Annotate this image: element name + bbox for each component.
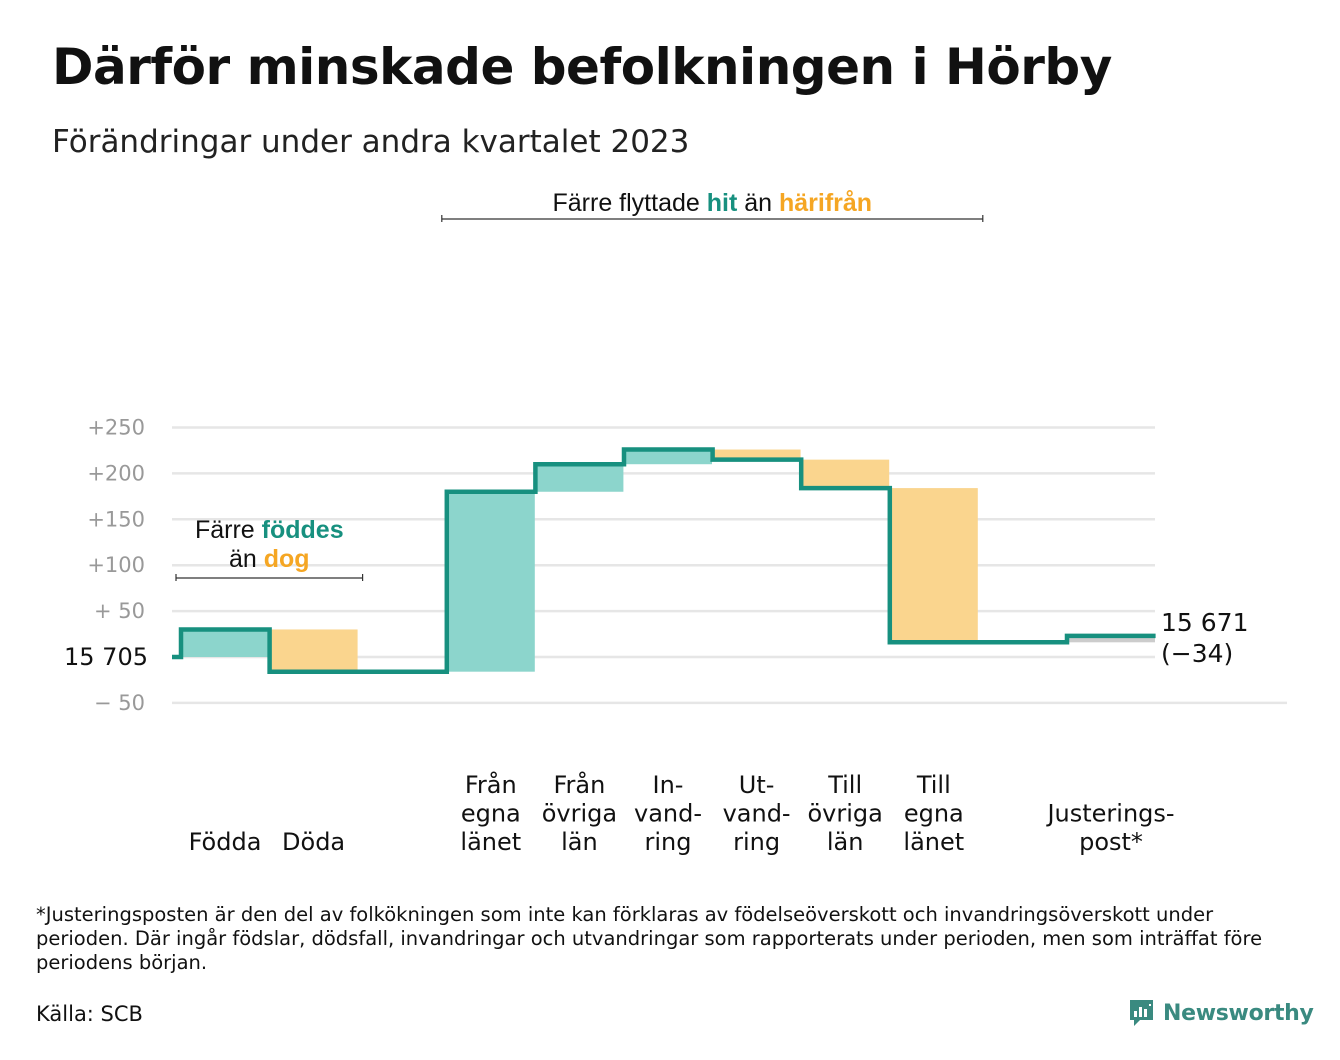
category-label: län (561, 828, 598, 856)
category-label: vand- (634, 800, 702, 828)
decrease-bar (712, 449, 801, 460)
annotations: Färre flyttade hit än härifrån Färre född… (175, 189, 984, 581)
annotation-migration: Färre flyttade hit än härifrån (553, 189, 873, 217)
y-tick-label: − 50 (94, 691, 145, 715)
end-value-label: 15 671 (1161, 608, 1248, 637)
annotation-births-line1: Färre föddes (195, 516, 344, 544)
decrease-bar (889, 488, 978, 643)
increase-bar (624, 449, 712, 465)
annotation-text-part: hit (707, 189, 738, 217)
annotation-text-part: än (737, 189, 779, 217)
gridlines (172, 426, 1287, 705)
category-label: In- (653, 771, 684, 799)
category-label: övriga (542, 800, 617, 828)
category-label: övriga (808, 800, 883, 828)
adjustment-bar (1067, 635, 1155, 643)
annotation-text-part: Färre (195, 516, 262, 544)
source-label: Källa: SCB (36, 1002, 143, 1026)
brand-logo: Newsworthy (1128, 998, 1314, 1028)
brand-name: Newsworthy (1163, 1000, 1314, 1026)
annotation-text-part: Färre flyttade (553, 189, 707, 217)
category-label: post* (1079, 828, 1143, 856)
decrease-bar (801, 459, 890, 489)
category-label: länet (903, 828, 964, 856)
category-label: Döda (282, 828, 345, 856)
y-tick-label: +150 (87, 507, 145, 531)
running-total-line-path (172, 447, 1156, 674)
start-value-label: 15 705 (64, 643, 148, 671)
footnote: *Justeringsposten är den del av folkökni… (36, 903, 1263, 974)
increase-bar (446, 491, 535, 672)
category-label: Från (465, 770, 517, 799)
category-label: länet (460, 828, 521, 856)
annotation-text-part: än (229, 545, 264, 573)
bars (181, 449, 1155, 672)
newsworthy-logo-icon (1130, 1000, 1153, 1026)
y-tick-label: + 50 (94, 599, 145, 623)
annotation-text-part: föddes (262, 516, 344, 544)
end-change-label: (−34) (1161, 639, 1233, 668)
decrease-bar (269, 629, 358, 672)
category-label: Födda (189, 828, 262, 856)
category-label: Till (916, 771, 951, 799)
annotation-text-part: dog (264, 545, 310, 573)
y-tick-label: +200 (87, 461, 145, 485)
category-label: vand- (723, 800, 791, 828)
annotation-text-part: härifrån (779, 189, 872, 217)
running-total-line (172, 447, 1156, 674)
increase-bar (181, 629, 269, 657)
category-label: Ut- (739, 771, 775, 799)
category-label: ring (733, 828, 780, 856)
increase-bar (535, 464, 624, 492)
chart-subtitle: Förändringar under andra kvartalet 2023 (52, 124, 690, 160)
category-label: Från (553, 770, 605, 799)
y-tick-label: +250 (87, 416, 145, 440)
category-label: Till (827, 771, 862, 799)
category-label: egna (904, 800, 964, 828)
category-label: ring (645, 828, 692, 856)
category-label: län (827, 828, 864, 856)
chart-title: Därför minskade befolkningen i Hörby (52, 38, 1112, 96)
category-label: Justerings- (1045, 800, 1174, 828)
y-tick-label: +100 (87, 553, 145, 577)
category-label: egna (461, 800, 521, 828)
annotation-births-line2: än dog (229, 545, 310, 573)
